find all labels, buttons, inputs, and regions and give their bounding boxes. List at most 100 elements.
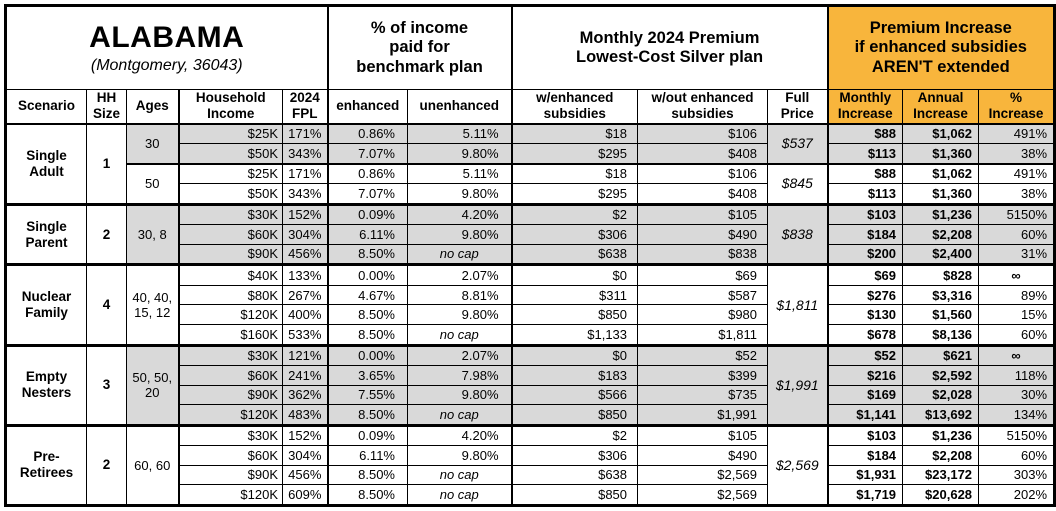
cell-enhanced: 8.50%	[326, 484, 408, 506]
table-row: Single Adult 1 30 $25K 171% 0.86% 5.11% $18 $106…	[5, 122, 1056, 205]
column-header-row: Scenario HH Size Ages Household Income 2…	[5, 89, 1056, 125]
col-header-ages: Ages	[126, 89, 179, 125]
cell-monthly-increase: $216	[826, 365, 904, 386]
cell-annual-increase: $2,400	[902, 243, 980, 266]
premium-comparison-table: ALABAMA (Montgomery, 36043) % of income …	[4, 4, 1056, 507]
cell-pct-increase: 118%	[978, 365, 1056, 386]
cell-fpl: 456%	[282, 243, 328, 266]
cell-ages: 50	[126, 162, 179, 205]
cell-pct-increase: 38%	[978, 143, 1056, 165]
cell-w-enhanced: $1,133	[510, 323, 639, 346]
cell-annual-increase: $1,360	[902, 143, 980, 165]
cell-unenhanced: 9.80%	[406, 445, 513, 466]
cell-annual-increase: $1,062	[902, 122, 980, 145]
cell-annual-increase: $23,172	[902, 464, 980, 486]
table-row: $60K 241% 3.65% 7.98% $183 $399 $216 $2,592 118%	[6, 365, 1056, 386]
cell-pct-increase: 491%	[978, 122, 1056, 145]
cell-income: $120K	[177, 484, 283, 506]
cell-fpl: 267%	[282, 285, 328, 306]
cell-wout-enhanced: $408	[637, 143, 769, 165]
cell-enhanced: 7.07%	[326, 143, 408, 165]
cell-monthly-increase: $103	[826, 202, 904, 226]
col-header-full-price: Full Price	[767, 89, 829, 125]
cell-monthly-increase: $88	[826, 162, 904, 185]
cell-unenhanced: no cap	[406, 484, 513, 506]
cell-pct-increase: 15%	[978, 304, 1056, 325]
cell-pct-increase: 38%	[978, 183, 1056, 205]
cell-annual-increase: $2,028	[902, 384, 980, 406]
cell-pct-increase: 60%	[978, 323, 1056, 346]
group-header-increase: Premium Increase if enhanced subsidies A…	[826, 5, 1056, 90]
table-row: Nuclear Family 4 40, 40, 15, 12 $40K 133% 0.0…	[5, 263, 1056, 346]
cell-income: $30K	[177, 202, 283, 226]
table-row: $50K 343% 7.07% 9.80% $295 $408 $113 $1,360 38%	[6, 143, 1056, 165]
cell-fpl: 609%	[282, 484, 328, 506]
cell-enhanced: 0.86%	[326, 162, 408, 185]
cell-annual-increase: $2,208	[902, 224, 980, 245]
cell-wout-enhanced: $1,991	[637, 404, 769, 426]
cell-unenhanced: 5.11%	[406, 122, 513, 145]
cell-income: $120K	[177, 404, 283, 426]
cell-w-enhanced: $2	[510, 423, 639, 447]
cell-annual-increase: $621	[902, 343, 980, 367]
cell-hh-size: 4	[86, 263, 127, 346]
cell-income: $90K	[177, 243, 283, 266]
cell-pct-increase: 134%	[978, 404, 1056, 426]
cell-monthly-increase: $113	[826, 183, 904, 205]
table-row: Pre- Retirees 2 60, 60 $30K 152% 0.09% 4.20% $2…	[5, 423, 1056, 507]
cell-enhanced: 7.55%	[326, 384, 408, 406]
cell-monthly-increase: $52	[826, 343, 904, 367]
cell-w-enhanced: $311	[510, 285, 639, 306]
cell-ages: 60, 60	[126, 423, 179, 507]
cell-monthly-increase: $200	[826, 243, 904, 266]
cell-unenhanced: 9.80%	[406, 304, 513, 325]
cell-monthly-increase: $69	[826, 263, 904, 287]
cell-enhanced: 3.65%	[326, 365, 408, 386]
cell-hh-size: 3	[86, 343, 127, 426]
cell-unenhanced: 2.07%	[406, 263, 513, 287]
cell-monthly-increase: $1,141	[826, 404, 904, 426]
cell-fpl: 400%	[282, 304, 328, 325]
cell-w-enhanced: $850	[510, 404, 639, 426]
cell-scenario: Empty Nesters	[5, 343, 87, 426]
cell-w-enhanced: $18	[510, 122, 639, 145]
col-header-annual-increase: Annual Increase	[902, 89, 980, 125]
cell-monthly-increase: $113	[826, 143, 904, 165]
cell-enhanced: 8.50%	[326, 323, 408, 346]
cell-fpl: 152%	[282, 202, 328, 226]
cell-w-enhanced: $306	[510, 224, 639, 245]
cell-unenhanced: 4.20%	[406, 202, 513, 226]
cell-annual-increase: $1,062	[902, 162, 980, 185]
cell-monthly-increase: $1,719	[826, 484, 904, 506]
cell-income: $30K	[177, 423, 283, 447]
cell-scenario: Nuclear Family	[5, 263, 87, 346]
cell-fpl: 152%	[282, 423, 328, 447]
cell-monthly-increase: $184	[826, 224, 904, 245]
cell-fpl: 533%	[282, 323, 328, 346]
cell-unenhanced: 9.80%	[406, 183, 513, 205]
cell-monthly-increase: $1,931	[826, 464, 904, 486]
cell-pct-increase: 5150%	[978, 202, 1056, 226]
cell-unenhanced: 9.80%	[406, 143, 513, 165]
cell-fpl: 483%	[282, 404, 328, 426]
cell-pct-increase: 60%	[978, 445, 1056, 466]
cell-unenhanced: 7.98%	[406, 365, 513, 386]
cell-enhanced: 0.86%	[326, 122, 408, 145]
cell-income: $160K	[177, 323, 283, 346]
cell-hh-size: 1	[86, 123, 127, 205]
cell-income: $25K	[177, 162, 283, 185]
cell-wout-enhanced: $838	[637, 243, 769, 266]
state-title-cell: ALABAMA (Montgomery, 36043)	[5, 5, 328, 90]
cell-unenhanced: no cap	[406, 243, 513, 266]
cell-fpl: 121%	[282, 343, 328, 367]
cell-wout-enhanced: $105	[637, 423, 769, 447]
cell-w-enhanced: $295	[510, 183, 639, 205]
cell-monthly-increase: $88	[826, 122, 904, 145]
cell-pct-increase: 89%	[978, 285, 1056, 306]
cell-fpl: 456%	[282, 464, 328, 486]
cell-income: $50K	[177, 183, 283, 205]
cell-ages: 30	[126, 122, 179, 165]
table-row: $120K 483% 8.50% no cap $850 $1,991 $1,141 $13,…	[6, 404, 1056, 426]
cell-wout-enhanced: $980	[637, 304, 769, 325]
cell-monthly-increase: $103	[826, 423, 904, 447]
